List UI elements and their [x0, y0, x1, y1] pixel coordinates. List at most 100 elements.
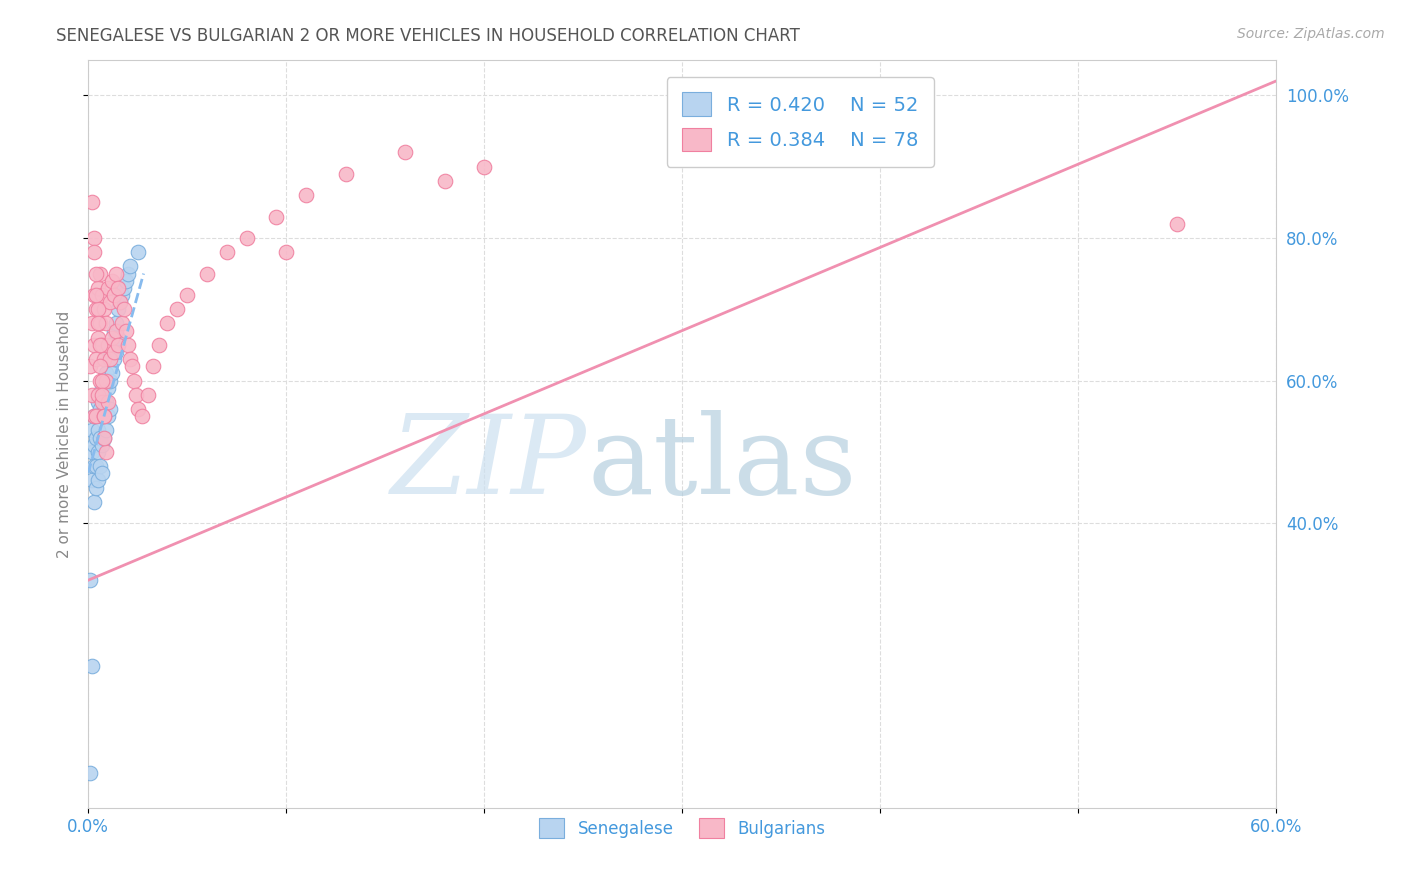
- Point: [131, 409, 153, 424]
- Point: [264, 210, 287, 224]
- Point: [91, 381, 114, 395]
- Point: [148, 338, 170, 352]
- Point: [93, 409, 115, 424]
- Point: [84, 352, 107, 367]
- Point: [127, 245, 149, 260]
- Point: [103, 345, 125, 359]
- Point: [84, 409, 107, 424]
- Point: [82, 195, 104, 210]
- Point: [83, 231, 105, 245]
- Point: [87, 331, 110, 345]
- Point: [87, 474, 110, 488]
- Point: [97, 281, 120, 295]
- Point: [91, 438, 114, 452]
- Point: [101, 338, 124, 352]
- Point: [103, 352, 125, 367]
- Point: [433, 174, 456, 188]
- Point: [82, 317, 104, 331]
- Point: [84, 481, 107, 495]
- Point: [166, 302, 188, 317]
- Point: [94, 317, 117, 331]
- Point: [94, 367, 117, 381]
- Point: [83, 245, 105, 260]
- Point: [1166, 217, 1188, 231]
- Point: [82, 658, 104, 673]
- Point: [107, 281, 129, 295]
- Point: [82, 474, 104, 488]
- Point: [89, 374, 111, 388]
- Point: [335, 167, 357, 181]
- Point: [97, 381, 120, 395]
- Point: [121, 359, 143, 374]
- Point: [87, 388, 110, 402]
- Point: [93, 402, 115, 417]
- Text: atlas: atlas: [588, 410, 856, 517]
- Point: [107, 302, 129, 317]
- Point: [114, 324, 136, 338]
- Point: [114, 274, 136, 288]
- Point: [93, 431, 115, 445]
- Point: [101, 274, 124, 288]
- Point: [89, 402, 111, 417]
- Point: [84, 288, 107, 302]
- Point: [82, 388, 104, 402]
- Point: [117, 338, 139, 352]
- Point: [93, 352, 115, 367]
- Point: [94, 395, 117, 409]
- Point: [87, 445, 110, 459]
- Point: [84, 409, 107, 424]
- Text: SENEGALESE VS BULGARIAN 2 OR MORE VEHICLES IN HOUSEHOLD CORRELATION CHART: SENEGALESE VS BULGARIAN 2 OR MORE VEHICL…: [56, 27, 800, 45]
- Point: [84, 267, 107, 281]
- Point: [108, 295, 131, 310]
- Point: [91, 338, 114, 352]
- Point: [93, 374, 115, 388]
- Point: [111, 317, 134, 331]
- Point: [97, 395, 120, 409]
- Point: [394, 145, 416, 160]
- Point: [83, 495, 105, 509]
- Point: [94, 424, 117, 438]
- Point: [97, 338, 120, 352]
- Text: Source: ZipAtlas.com: Source: ZipAtlas.com: [1237, 27, 1385, 41]
- Point: [103, 324, 125, 338]
- Point: [117, 267, 139, 281]
- Point: [89, 317, 111, 331]
- Point: [89, 267, 111, 281]
- Point: [112, 281, 135, 295]
- Text: ZIP: ZIP: [391, 410, 588, 517]
- Point: [94, 445, 117, 459]
- Point: [91, 388, 114, 402]
- Point: [93, 431, 115, 445]
- Point: [93, 409, 115, 424]
- Point: [91, 409, 114, 424]
- Point: [83, 459, 105, 474]
- Point: [112, 302, 135, 317]
- Point: [104, 324, 127, 338]
- Point: [79, 573, 101, 587]
- Point: [89, 338, 111, 352]
- Point: [98, 295, 121, 310]
- Point: [295, 188, 318, 202]
- Point: [195, 267, 218, 281]
- Point: [87, 302, 110, 317]
- Point: [98, 352, 121, 367]
- Point: [87, 424, 110, 438]
- Point: [89, 359, 111, 374]
- Point: [122, 374, 145, 388]
- Point: [82, 424, 104, 438]
- Point: [98, 345, 121, 359]
- Point: [83, 409, 105, 424]
- Point: [97, 409, 120, 424]
- Point: [235, 231, 257, 245]
- Point: [98, 402, 121, 417]
- Point: [83, 338, 105, 352]
- Point: [87, 281, 110, 295]
- Point: [108, 295, 131, 310]
- Point: [91, 467, 114, 481]
- Point: [97, 352, 120, 367]
- Point: [87, 317, 110, 331]
- Point: [89, 459, 111, 474]
- Point: [276, 245, 298, 260]
- Point: [84, 459, 107, 474]
- Point: [472, 160, 495, 174]
